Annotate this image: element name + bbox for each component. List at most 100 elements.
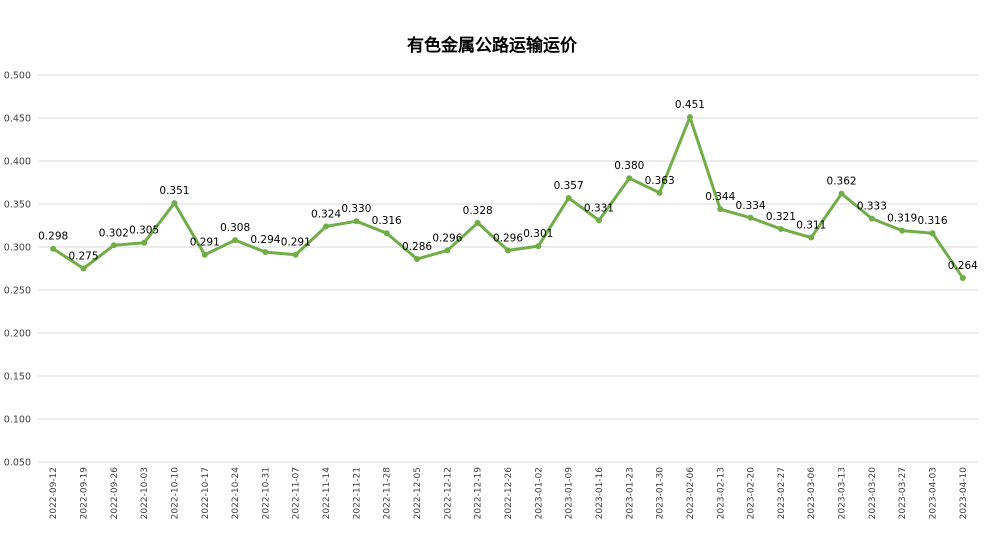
data-label: 0.316 xyxy=(917,215,947,227)
data-point xyxy=(808,234,815,241)
data-point xyxy=(717,206,724,213)
x-tick-label: 2022-11-14 xyxy=(322,467,332,520)
series-polyline xyxy=(52,115,965,279)
x-axis-ticks: 2022-09-12 2022-09-19 2022-09-26 2022-10-03… xyxy=(49,467,969,520)
y-tick-label: 0.450 xyxy=(4,114,31,125)
y-tick-label: 0.250 xyxy=(4,286,31,297)
data-point xyxy=(686,114,693,121)
x-tick-label: 2023-03-20 xyxy=(868,467,878,520)
data-point xyxy=(444,247,451,254)
data-point xyxy=(110,242,117,249)
data-point xyxy=(414,256,421,263)
x-tick-label: 2023-03-06 xyxy=(807,467,817,520)
data-label: 0.351 xyxy=(159,185,189,197)
data-label: 0.264 xyxy=(948,260,978,272)
y-tick-label: 0.500 xyxy=(4,71,31,82)
data-point xyxy=(929,230,936,237)
data-point xyxy=(535,243,542,250)
y-tick-label: 0.350 xyxy=(4,200,31,211)
x-tick-label: 2022-10-24 xyxy=(231,467,241,520)
data-label: 0.319 xyxy=(887,213,917,225)
data-point xyxy=(262,249,269,256)
data-label: 0.333 xyxy=(857,201,887,213)
x-tick-label: 2023-01-30 xyxy=(656,467,666,520)
data-label: 0.308 xyxy=(220,222,250,234)
x-tick-label: 2023-01-09 xyxy=(565,467,575,520)
x-tick-label: 2022-10-10 xyxy=(170,467,180,520)
data-label: 0.451 xyxy=(675,99,705,111)
data-point xyxy=(474,219,481,226)
data-point xyxy=(505,247,511,254)
x-tick-label: 2023-04-10 xyxy=(959,467,969,520)
x-tick-label: 2023-03-27 xyxy=(898,467,908,519)
x-tick-label: 2022-09-26 xyxy=(110,467,120,520)
data-label: 0.291 xyxy=(281,237,311,249)
x-tick-label: 2023-04-03 xyxy=(929,467,939,519)
x-tick-label: 2022-09-12 xyxy=(49,467,59,519)
data-point xyxy=(747,214,754,221)
y-tick-label: 0.150 xyxy=(4,372,31,383)
data-point xyxy=(201,251,208,258)
data-point xyxy=(899,227,906,234)
x-tick-label: 2022-09-19 xyxy=(79,467,89,520)
gridlines xyxy=(38,74,978,463)
data-label: 0.302 xyxy=(99,227,129,239)
x-tick-label: 2023-01-23 xyxy=(625,467,635,519)
x-tick-label: 2022-12-05 xyxy=(413,467,423,519)
data-point xyxy=(383,230,390,237)
data-point xyxy=(141,239,148,246)
x-tick-label: 2022-11-07 xyxy=(292,467,302,519)
x-tick-label: 2023-02-06 xyxy=(686,467,696,520)
data-point xyxy=(656,189,663,196)
data-point xyxy=(777,225,784,232)
x-tick-label: 2023-02-27 xyxy=(777,467,787,519)
data-label: 0.363 xyxy=(645,175,675,187)
data-point xyxy=(838,190,845,197)
x-tick-label: 2022-11-28 xyxy=(383,467,393,520)
data-label: 0.380 xyxy=(614,160,644,172)
data-point xyxy=(171,200,178,207)
data-point xyxy=(50,245,57,252)
data-label: 0.328 xyxy=(463,205,493,217)
y-tick-label: 0.400 xyxy=(4,157,31,168)
x-tick-label: 2023-02-13 xyxy=(716,467,726,519)
data-label: 0.305 xyxy=(129,225,159,237)
data-label: 0.321 xyxy=(766,211,796,223)
x-tick-label: 2023-01-16 xyxy=(595,467,605,520)
x-tick-label: 2022-10-17 xyxy=(201,467,211,519)
y-tick-label: 0.050 xyxy=(4,458,31,469)
data-label: 0.301 xyxy=(523,228,553,240)
data-label: 0.357 xyxy=(554,180,584,192)
data-label: 0.324 xyxy=(311,208,341,220)
data-point xyxy=(959,274,966,281)
data-label: 0.294 xyxy=(250,234,280,246)
data-label: 0.311 xyxy=(796,220,826,232)
y-tick-label: 0.100 xyxy=(4,415,31,426)
data-point xyxy=(80,265,87,272)
data-point xyxy=(353,218,360,225)
data-point xyxy=(565,194,572,201)
series-line xyxy=(52,115,965,279)
chart-title: 有色金属公路运输运价 xyxy=(407,35,578,56)
data-label: 0.362 xyxy=(827,176,857,188)
data-label: 0.296 xyxy=(432,232,462,244)
data-point xyxy=(232,237,239,244)
x-tick-label: 2023-03-13 xyxy=(838,467,848,519)
x-tick-label: 2022-10-31 xyxy=(261,467,271,519)
data-label: 0.331 xyxy=(584,202,614,214)
series-points xyxy=(50,114,966,281)
data-label: 0.334 xyxy=(736,200,766,212)
data-point xyxy=(595,217,602,224)
data-label: 0.298 xyxy=(38,231,68,243)
y-tick-label: 0.200 xyxy=(4,329,31,340)
data-label: 0.296 xyxy=(493,232,523,244)
data-label: 0.330 xyxy=(341,203,371,215)
x-tick-label: 2023-02-20 xyxy=(747,467,757,520)
data-point xyxy=(323,223,330,230)
data-label: 0.316 xyxy=(372,215,402,227)
x-tick-label: 2022-11-21 xyxy=(352,467,362,519)
x-tick-label: 2022-10-03 xyxy=(140,467,150,519)
